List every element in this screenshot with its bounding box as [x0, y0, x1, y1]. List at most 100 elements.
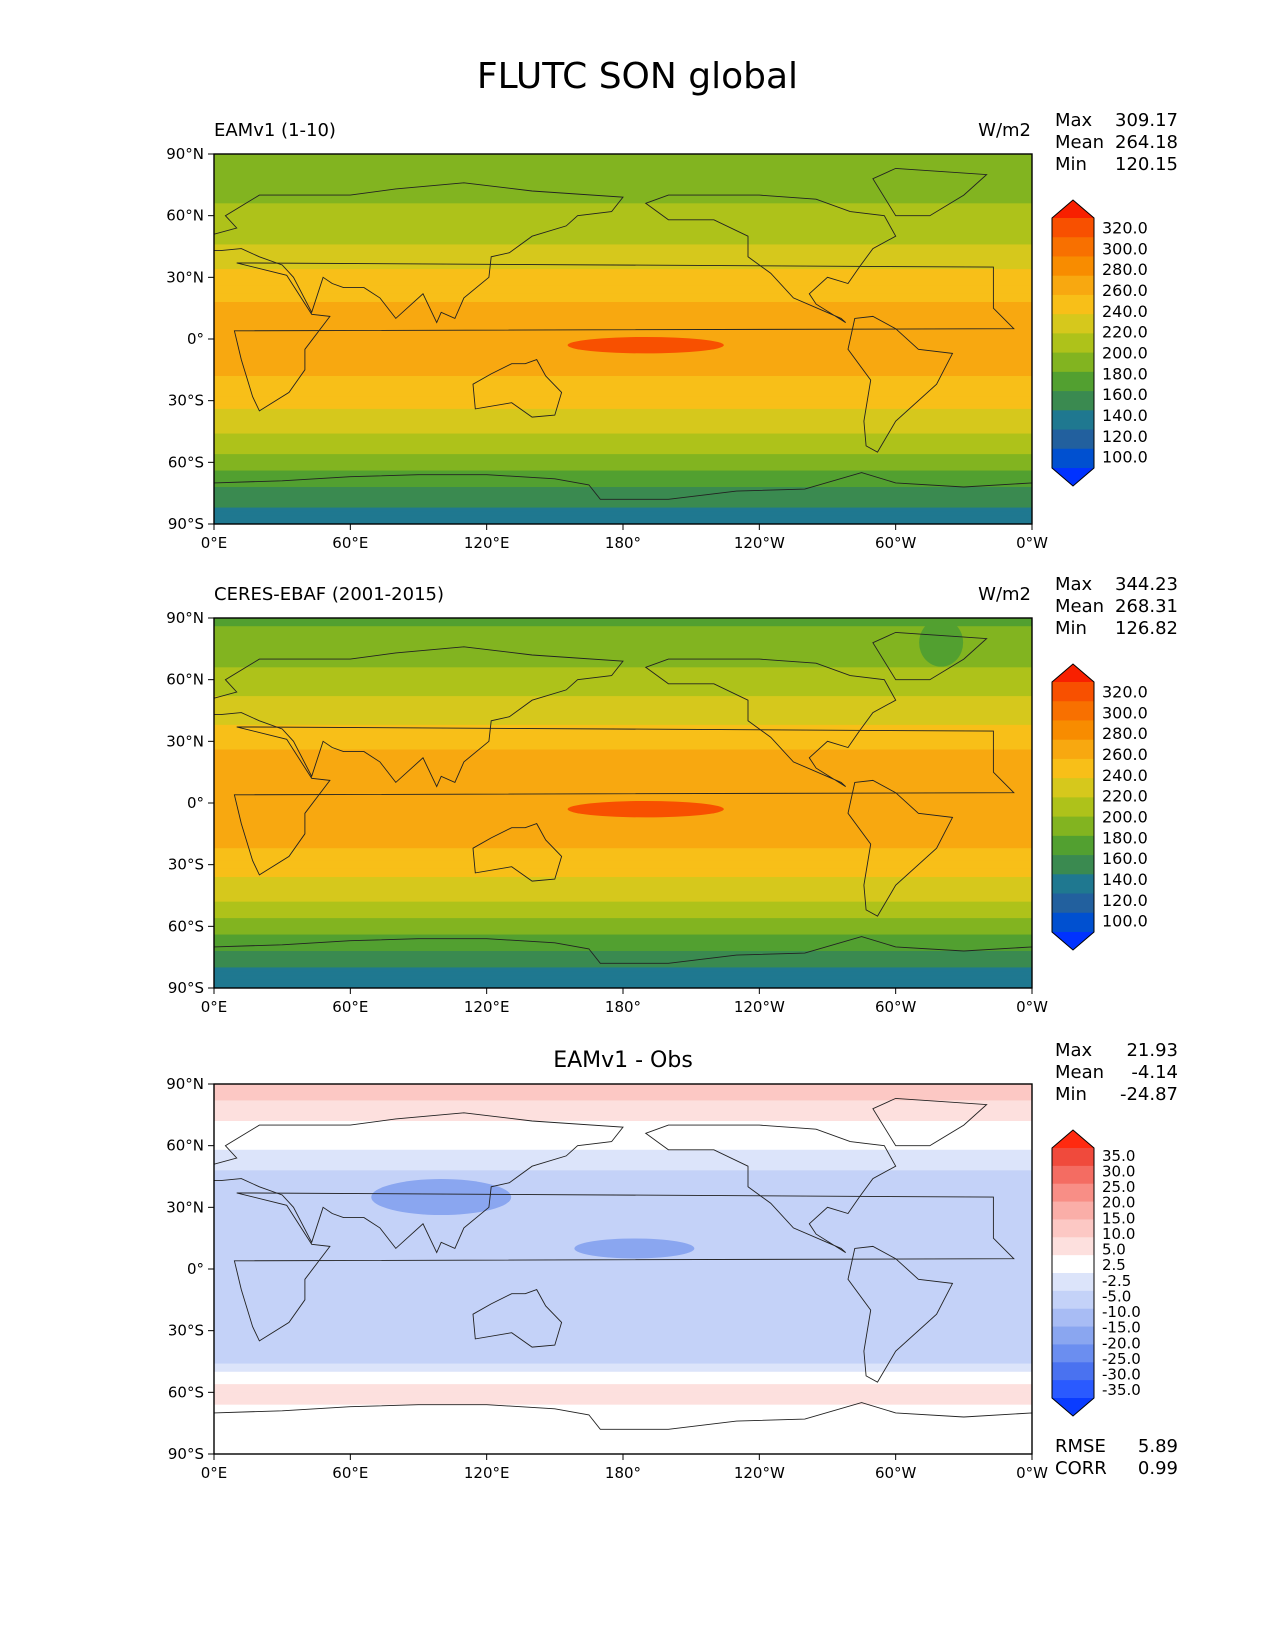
field-band	[214, 905, 1032, 911]
colorbar-label: 100.0	[1102, 448, 1148, 467]
field-band	[214, 1215, 1032, 1221]
field-band	[214, 889, 1032, 895]
colorbar-box	[1052, 797, 1094, 818]
field-band	[214, 683, 1032, 689]
field-band	[214, 511, 1032, 517]
field-band	[214, 351, 1032, 357]
field-band	[214, 815, 1032, 821]
field-band	[214, 848, 1032, 853]
x-tick-label: 60°E	[332, 1464, 368, 1480]
x-tick-label: 180°	[605, 998, 641, 1014]
colorbar-box	[1052, 739, 1094, 760]
field-band	[214, 223, 1032, 229]
coastline	[644, 194, 897, 323]
field-band	[214, 959, 1032, 964]
stat-label: Max	[1055, 574, 1093, 595]
field-band	[214, 199, 1032, 204]
field-band	[214, 269, 1032, 274]
field-band	[214, 441, 1032, 447]
field-band	[214, 1141, 1032, 1147]
colorbar-label: 180.0	[1102, 364, 1148, 383]
field-band	[214, 1166, 1032, 1171]
field-band	[214, 951, 1032, 956]
colorbar-box	[1052, 314, 1094, 334]
colorbar-label: -20.0	[1102, 1334, 1141, 1352]
field-band	[214, 983, 1032, 988]
field-band	[214, 840, 1032, 845]
field-band	[214, 1425, 1032, 1430]
field-band	[214, 963, 1032, 969]
field-band	[214, 289, 1032, 295]
field-band	[214, 1367, 1032, 1373]
colorbar-label: -10.0	[1102, 1303, 1141, 1321]
field-band	[214, 782, 1032, 788]
colorbar-box	[1052, 1326, 1094, 1345]
figure-title: FLUTC SON global	[476, 56, 799, 97]
colorbar-label: 220.0	[1102, 787, 1148, 806]
field-band	[214, 1186, 1032, 1192]
field-band	[214, 191, 1032, 196]
field-band	[214, 260, 1032, 266]
field-band	[214, 1162, 1032, 1167]
x-tick-label: 0°W	[1016, 998, 1048, 1014]
stat-label: Min	[1055, 1084, 1087, 1105]
field-band	[214, 1100, 1032, 1106]
colorbar-box	[1052, 1165, 1094, 1185]
stats-block: Max 344.23 Mean 268.31 Min 126.82	[1055, 574, 1178, 640]
stat-value: -4.14	[1131, 1062, 1178, 1083]
field-band	[214, 178, 1032, 184]
field-band	[214, 1281, 1032, 1287]
field-band	[214, 1326, 1032, 1332]
y-tick-label: 0°	[187, 330, 204, 348]
field-band	[214, 642, 1032, 648]
field-band	[214, 757, 1032, 763]
colorbar: 35.030.025.020.015.010.05.02.5-2.5-5.0-1…	[1051, 1129, 1141, 1417]
field-band	[214, 893, 1032, 899]
colorbar-label: 140.0	[1102, 870, 1148, 889]
greenland-feature	[919, 154, 964, 203]
colorbar-label: 100.0	[1102, 912, 1148, 931]
colorbar-label: 30.0	[1102, 1162, 1135, 1180]
field-band	[214, 1236, 1032, 1241]
colorbar-label: 160.0	[1102, 385, 1148, 404]
colorbar-label: 320.0	[1102, 682, 1148, 701]
field-band	[214, 326, 1032, 332]
stat-label: Min	[1055, 154, 1087, 175]
field-band	[214, 433, 1032, 439]
field-band	[214, 844, 1032, 849]
field-band	[214, 877, 1032, 882]
field-band	[214, 835, 1032, 841]
field-band	[214, 1400, 1032, 1406]
field-band	[214, 302, 1032, 307]
colorbar-label: 240.0	[1102, 766, 1148, 785]
field-band	[214, 778, 1032, 784]
y-tick-label: 90°N	[166, 1075, 204, 1093]
colorbar-label: -30.0	[1102, 1366, 1141, 1384]
colorbar-box	[1052, 758, 1094, 779]
colorbar-box	[1052, 1308, 1094, 1328]
field-band	[214, 930, 1032, 936]
colorbar-label: 140.0	[1102, 406, 1148, 425]
field-band	[214, 462, 1032, 468]
y-tick-label: 60°N	[166, 671, 204, 689]
diff-feature	[574, 1238, 695, 1259]
field-band	[214, 1421, 1032, 1426]
field-band	[214, 856, 1032, 862]
stat-label: Max	[1055, 110, 1093, 131]
colorbar-box	[1052, 1201, 1094, 1220]
colorbar-box	[1052, 256, 1094, 277]
field-band	[214, 437, 1032, 443]
field-band	[214, 240, 1032, 246]
stat-value: 126.82	[1115, 618, 1178, 639]
field-band	[214, 655, 1032, 660]
y-tick-label: 90°S	[168, 979, 204, 997]
field-band	[214, 256, 1032, 262]
colorbar-label: 120.0	[1102, 427, 1148, 446]
stat-value: 120.15	[1115, 154, 1178, 175]
field-band	[214, 1441, 1032, 1447]
field-band	[214, 1380, 1032, 1385]
field-band	[214, 1232, 1032, 1237]
field-band	[214, 667, 1032, 673]
field-band	[214, 170, 1032, 176]
